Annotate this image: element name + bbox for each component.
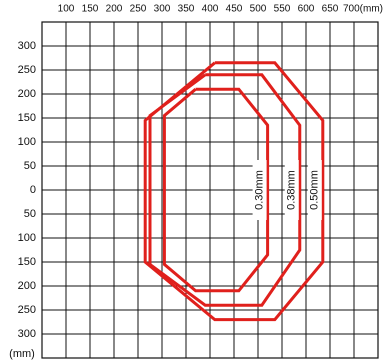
series-label: 0.30mm <box>254 170 266 210</box>
y-tick-label: 250 <box>18 64 36 76</box>
y-tick-label: 50 <box>24 160 36 172</box>
y-tick-label: 300 <box>18 40 36 52</box>
x-tick-label: 200 <box>106 4 123 15</box>
y-tick-label: 150 <box>18 112 36 124</box>
y-tick-label: 50 <box>24 208 36 220</box>
scan-area <box>162 87 270 293</box>
y-tick-label: 250 <box>18 304 36 316</box>
plot-frame <box>41 21 379 359</box>
x-tick-label: 650 <box>322 4 339 15</box>
series-label: 0.38mm <box>286 170 298 210</box>
scan-area <box>143 61 325 322</box>
x-tick-label: 300 <box>154 4 171 15</box>
x-tick-label: 400 <box>202 4 219 15</box>
x-tick-label: 500 <box>250 4 267 15</box>
label-bg <box>284 160 299 220</box>
x-tick-label: 250 <box>130 4 147 15</box>
label-bg <box>307 160 322 220</box>
y-tick-label: 300 <box>18 328 36 340</box>
y-tick-label: 150 <box>18 256 36 268</box>
y-tick-label: 0 <box>30 184 36 196</box>
x-tick-label: 450 <box>226 4 243 15</box>
y-tick-label: 200 <box>18 280 36 292</box>
x-tick-label: 550 <box>274 4 291 15</box>
y-axis-label: (mm) <box>9 348 35 360</box>
series-label: 0.50mm <box>309 170 321 210</box>
label-bg <box>252 160 267 220</box>
x-tick-label: 100 <box>58 4 75 15</box>
x-tick-label: 600 <box>298 4 315 15</box>
x-tick-label: 700(mm) <box>343 4 383 15</box>
scan-area <box>148 73 302 307</box>
x-tick-label: 350 <box>178 4 195 15</box>
y-tick-label: 100 <box>18 232 36 244</box>
y-tick-label: 200 <box>18 88 36 100</box>
x-tick-label: 150 <box>82 4 99 15</box>
y-tick-label: 100 <box>18 136 36 148</box>
